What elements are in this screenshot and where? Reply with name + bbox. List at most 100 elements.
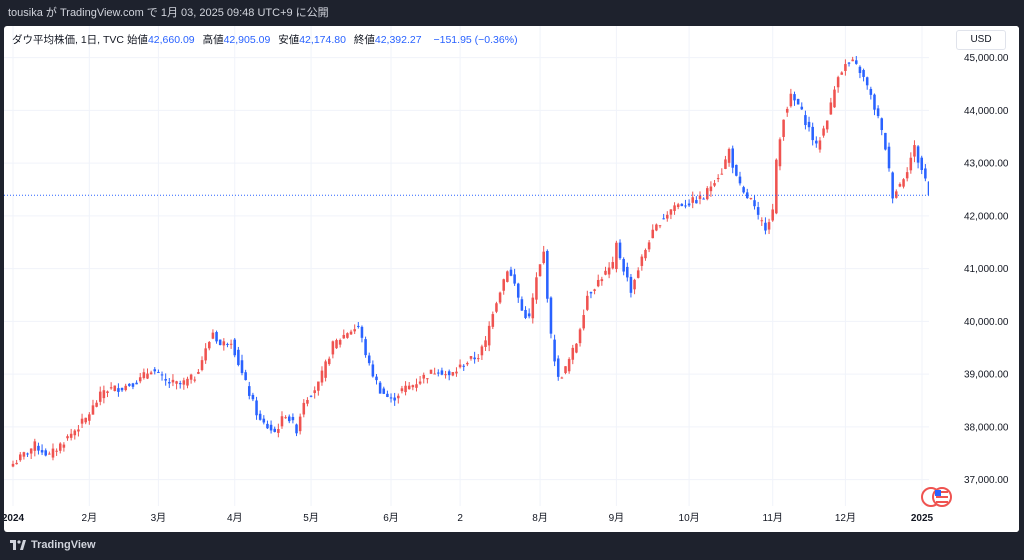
candle-body [404,385,407,393]
candle-body [564,366,567,374]
candle-body [73,430,77,436]
candle-body [142,372,146,379]
candle-body [138,377,142,382]
last-price-line: DJI42,392.27 [4,187,1017,204]
time-tick-label: 9月 [609,512,625,524]
candle-body [335,340,338,349]
candle-body [775,159,778,214]
candle-body [364,339,367,356]
candles [11,55,931,468]
candle-body [48,453,51,455]
candle-body [720,173,724,175]
close-label: 終値 [353,34,375,46]
candle-body [811,126,814,141]
candle-body [266,423,269,429]
candle-body [749,197,753,199]
us-flag-icon[interactable] [921,486,953,508]
price-tick-label: 39,000.00 [964,370,1009,381]
candle-body [247,386,251,396]
candle-body [756,207,760,215]
candle-body [389,397,393,399]
candle-body [342,334,346,339]
candle-body [37,445,40,451]
high-value: 42,905.09 [223,34,271,46]
candle-body [607,267,611,275]
candle-body [669,209,673,215]
candle-body [727,149,731,163]
time-tick-label: 2月 [82,512,98,524]
candle-body [204,348,207,361]
candle-body [655,224,658,231]
candle-body [705,188,709,200]
candle-body [302,402,306,415]
candle-body [636,270,640,278]
candle-body [491,314,495,327]
candle-body [909,157,913,171]
candle-body [546,251,549,299]
candle-body [575,343,578,353]
candle-body [178,383,182,385]
candle-body [451,372,455,376]
candle-body [135,382,138,385]
candle-body [571,347,575,360]
candle-body [476,358,480,360]
candle-body [524,309,527,318]
candle-body [833,89,836,108]
footer-bar: TradingView [0,532,1024,560]
candle-body [309,395,313,397]
candle-body [295,424,298,434]
candle-body [317,381,320,391]
candle-body [473,357,476,360]
candle-body [913,145,916,157]
candle-body [88,414,91,421]
candle-body [764,222,767,231]
candle-body [626,266,629,278]
chart-panel[interactable]: DJI42,392.27 37,000.00 38,000.00 39,000.00… [4,26,1019,532]
candle-body [731,148,734,168]
candle-body [331,341,335,355]
candle-body [553,339,556,362]
candle-body [22,452,26,457]
candle-body [684,205,687,207]
candle-body [175,381,178,384]
candle-body [386,393,389,398]
candle-body [858,66,862,74]
candle-body [18,454,22,461]
candle-body [658,225,662,227]
currency-button[interactable]: USD [956,30,1006,50]
candle-body [804,115,807,126]
candle-body [357,325,360,327]
candle-body [516,283,520,298]
candle-body [69,433,73,438]
candle-body [789,93,793,107]
price-axis-bg[interactable] [929,26,1019,532]
candle-body [713,183,716,186]
candlestick-chart[interactable]: DJI42,392.27 37,000.00 38,000.00 39,000.00… [4,26,1019,532]
candle-body [687,203,691,206]
candle-body [698,195,702,199]
candle-body [222,341,226,346]
candle-body [556,358,560,377]
candle-body [171,379,175,383]
candle-body [785,108,789,113]
candle-body [367,355,371,364]
candle-body [353,329,356,332]
candle-body [676,204,680,208]
candle-body [771,209,774,221]
candle-body [233,339,237,356]
candle-body [618,242,622,259]
tradingview-brand: TradingView [31,539,96,551]
candle-body [182,380,186,385]
candle-body [378,382,382,394]
candle-body [426,378,429,380]
candle-body [538,264,542,277]
candle-body [40,450,44,453]
candle-body [604,270,607,275]
candle-body [458,364,462,368]
tradingview-logo[interactable]: TradingView [10,539,96,551]
candle-body [186,378,189,386]
price-tick-label: 43,000.00 [964,159,1009,170]
candle-body [880,118,884,131]
candle-body [429,369,433,374]
candle-body [80,418,84,424]
